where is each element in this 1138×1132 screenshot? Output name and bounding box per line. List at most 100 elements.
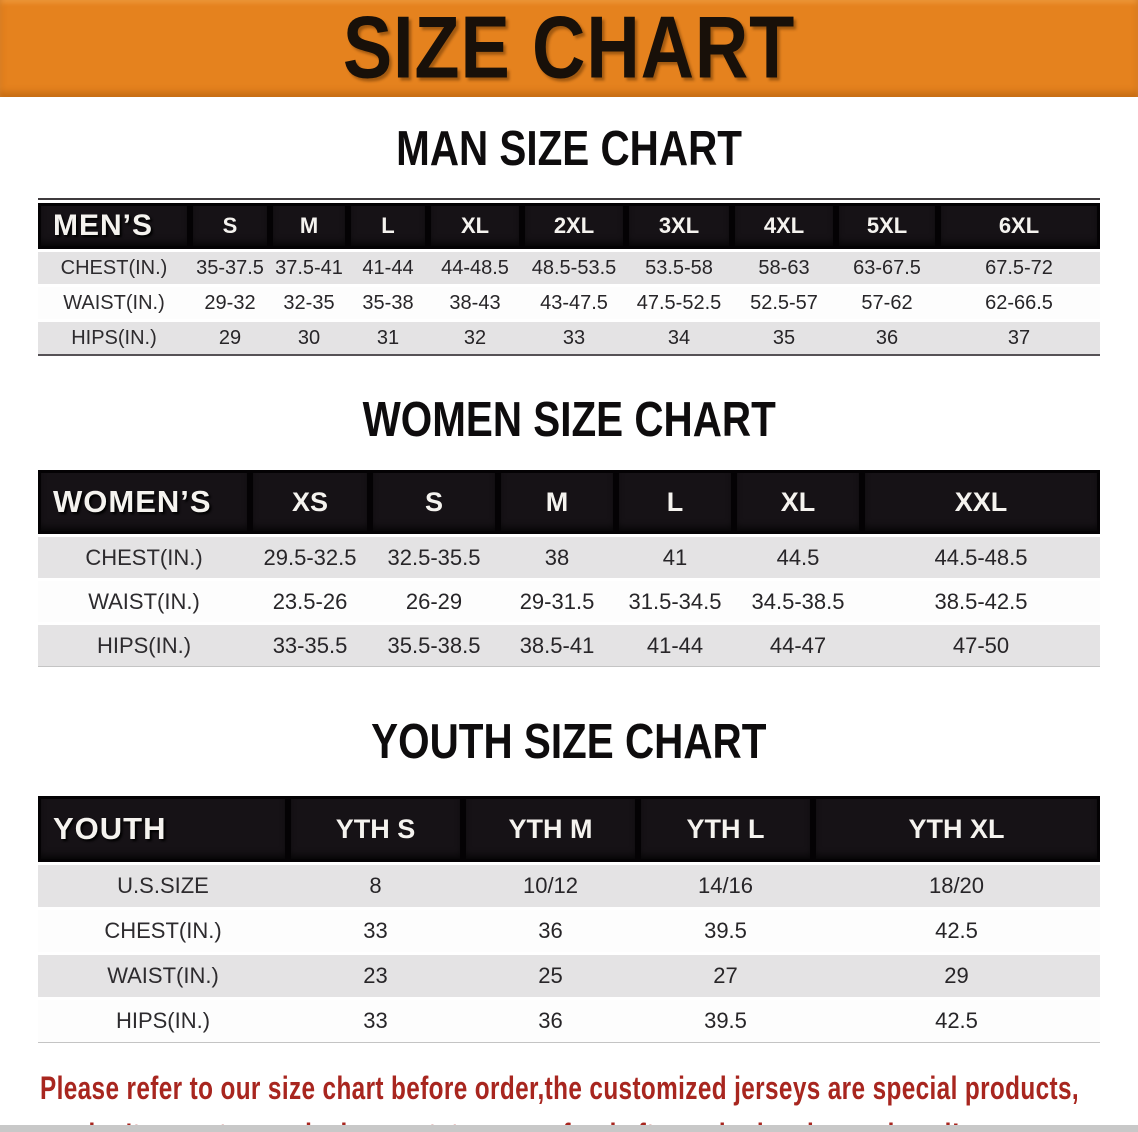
size-value: 41 xyxy=(616,537,734,578)
size-value: 35 xyxy=(732,322,836,356)
men-measurement-row: HIPS(IN.) 29 30 31 32 33 34 35 36 37 xyxy=(38,322,1100,356)
size-value: 57-62 xyxy=(836,287,938,319)
size-value: 38-43 xyxy=(428,287,522,319)
men-section-title: MAN SIZE CHART xyxy=(0,119,1138,181)
women-size-column-2: S xyxy=(370,470,498,534)
size-value: 47.5-52.5 xyxy=(626,287,732,319)
size-value: 23.5-26 xyxy=(250,581,370,622)
youth-measurement-row: WAIST(IN.) 23 25 27 29 xyxy=(38,955,1100,997)
size-value: 62-66.5 xyxy=(938,287,1100,319)
row-label: CHEST(IN.) xyxy=(38,910,288,952)
footer-line-1-text: Please refer to our size chart before or… xyxy=(40,1070,1080,1106)
size-value: 36 xyxy=(836,322,938,356)
size-value: 29 xyxy=(813,955,1100,997)
men-size-column-4: XL xyxy=(428,203,522,249)
row-label: U.S.SIZE xyxy=(38,865,288,907)
men-size-column-6: 3XL xyxy=(626,203,732,249)
size-value: 32.5-35.5 xyxy=(370,537,498,578)
women-section-title-text: WOMEN SIZE CHART xyxy=(362,390,776,447)
size-value: 44.5 xyxy=(734,537,862,578)
size-value: 42.5 xyxy=(813,910,1100,952)
size-value: 38.5-41 xyxy=(498,625,616,667)
size-value: 42.5 xyxy=(813,1000,1100,1043)
size-value: 36 xyxy=(463,910,638,952)
row-label: HIPS(IN.) xyxy=(38,1000,288,1043)
men-measurement-row: CHEST(IN.) 35-37.5 37.5-41 41-44 44-48.5 48.5… xyxy=(38,252,1100,284)
men-size-column-1: S xyxy=(190,203,270,249)
size-value: 33 xyxy=(522,322,626,356)
size-value: 30 xyxy=(270,322,348,356)
size-value: 26-29 xyxy=(370,581,498,622)
women-section-title: WOMEN SIZE CHART xyxy=(0,390,1138,452)
size-value: 29 xyxy=(190,322,270,356)
size-value: 29-31.5 xyxy=(498,581,616,622)
size-value: 37.5-41 xyxy=(270,252,348,284)
youth-measurement-row: HIPS(IN.) 33 36 39.5 42.5 xyxy=(38,1000,1100,1043)
men-table-title-cell: MEN’S xyxy=(38,203,190,249)
youth-size-column-3: YTH L xyxy=(638,796,813,862)
men-section-title-text: MAN SIZE CHART xyxy=(396,119,742,176)
size-value: 23 xyxy=(288,955,463,997)
size-value: 35.5-38.5 xyxy=(370,625,498,667)
size-value: 18/20 xyxy=(813,865,1100,907)
youth-section-title-text: YOUTH SIZE CHART xyxy=(371,712,767,769)
size-value: 27 xyxy=(638,955,813,997)
size-value: 44.5-48.5 xyxy=(862,537,1100,578)
youth-measurement-row: U.S.SIZE 8 10/12 14/16 18/20 xyxy=(38,865,1100,907)
size-value: 33 xyxy=(288,910,463,952)
row-label: HIPS(IN.) xyxy=(38,322,190,356)
women-measurement-row: WAIST(IN.) 23.5-26 26-29 29-31.5 31.5-34.5 34… xyxy=(38,581,1100,622)
size-value: 35-38 xyxy=(348,287,428,319)
women-measurement-row: CHEST(IN.) 29.5-32.5 32.5-35.5 38 41 44.5 44.5… xyxy=(38,537,1100,578)
row-label: WAIST(IN.) xyxy=(38,581,250,622)
size-value: 32 xyxy=(428,322,522,356)
men-size-column-5: 2XL xyxy=(522,203,626,249)
size-value: 41-44 xyxy=(348,252,428,284)
size-value: 31.5-34.5 xyxy=(616,581,734,622)
size-value: 8 xyxy=(288,865,463,907)
size-value: 14/16 xyxy=(638,865,813,907)
size-value: 33-35.5 xyxy=(250,625,370,667)
bottom-strip xyxy=(0,1125,1138,1132)
size-value: 36 xyxy=(463,1000,638,1043)
size-value: 35-37.5 xyxy=(190,252,270,284)
size-value: 58-63 xyxy=(732,252,836,284)
row-label: HIPS(IN.) xyxy=(38,625,250,667)
row-label: WAIST(IN.) xyxy=(38,287,190,319)
men-size-column-9: 6XL xyxy=(938,203,1100,249)
women-size-column-6: XXL xyxy=(862,470,1100,534)
size-value: 31 xyxy=(348,322,428,356)
footer-line-1: Please refer to our size chart before or… xyxy=(0,1068,1138,1115)
women-size-column-5: XL xyxy=(734,470,862,534)
size-value: 33 xyxy=(288,1000,463,1043)
youth-measurement-row: CHEST(IN.) 33 36 39.5 42.5 xyxy=(38,910,1100,952)
size-value: 25 xyxy=(463,955,638,997)
youth-size-column-1: YTH S xyxy=(288,796,463,862)
women-size-column-1: XS xyxy=(250,470,370,534)
size-value: 37 xyxy=(938,322,1100,356)
banner-title: SIZE CHART xyxy=(342,0,796,97)
size-value: 53.5-58 xyxy=(626,252,732,284)
size-value: 44-48.5 xyxy=(428,252,522,284)
size-value: 29.5-32.5 xyxy=(250,537,370,578)
size-value: 10/12 xyxy=(463,865,638,907)
men-size-column-8: 5XL xyxy=(836,203,938,249)
size-value: 39.5 xyxy=(638,1000,813,1043)
size-value: 44-47 xyxy=(734,625,862,667)
size-value: 34 xyxy=(626,322,732,356)
women-size-table: WOMEN’S XS S M L XL XXL CHEST(IN.) 29.5-32.5 32.5… xyxy=(38,467,1100,670)
men-size-column-7: 4XL xyxy=(732,203,836,249)
men-size-table: MEN’S S M L XL 2XL 3XL 4XL 5XL 6XL CHEST(IN.) 35-37… xyxy=(38,198,1100,359)
row-label: CHEST(IN.) xyxy=(38,537,250,578)
size-value: 63-67.5 xyxy=(836,252,938,284)
men-size-column-3: L xyxy=(348,203,428,249)
size-value: 43-47.5 xyxy=(522,287,626,319)
size-value: 41-44 xyxy=(616,625,734,667)
size-value: 38 xyxy=(498,537,616,578)
youth-section-title: YOUTH SIZE CHART xyxy=(0,712,1138,774)
size-value: 67.5-72 xyxy=(938,252,1100,284)
size-value: 48.5-53.5 xyxy=(522,252,626,284)
women-table-title-cell: WOMEN’S xyxy=(38,470,250,534)
size-value: 47-50 xyxy=(862,625,1100,667)
